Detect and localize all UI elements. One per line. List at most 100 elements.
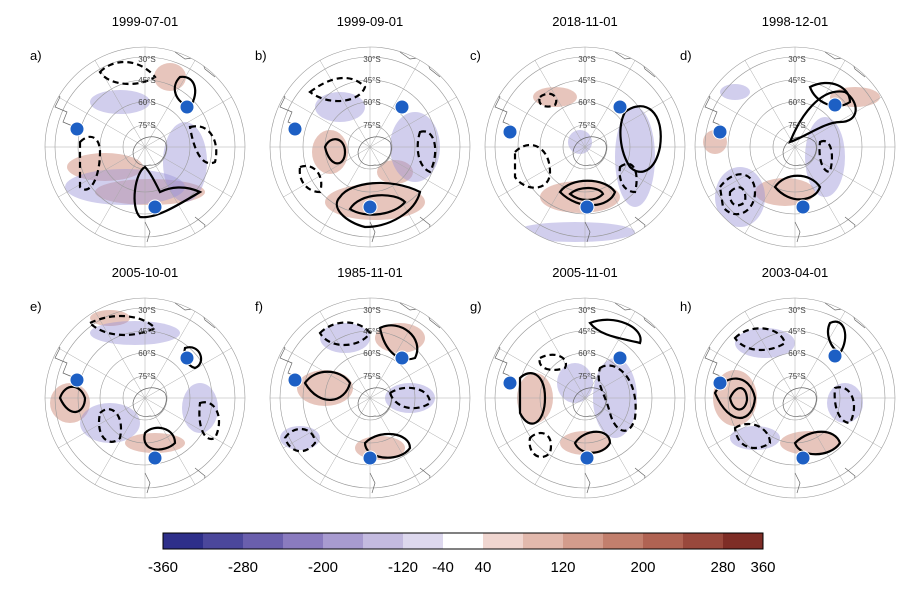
- station-marker: [712, 124, 728, 140]
- coastline: [132, 136, 167, 166]
- latitude-label: 45°S: [788, 76, 805, 85]
- coastline: [794, 221, 801, 243]
- dashed-contour: [513, 143, 552, 189]
- map-boundary: [484, 46, 686, 248]
- dashed-contour: [728, 186, 747, 207]
- colorbar-box: [403, 533, 444, 549]
- panel-title: 1998-12-01: [762, 14, 829, 29]
- colorbar-box: [323, 533, 364, 549]
- latitude-label: 75°S: [788, 372, 805, 381]
- latitude-label: 45°S: [363, 76, 380, 85]
- map-content: [485, 47, 685, 247]
- meridian-line: [708, 96, 882, 198]
- station-marker: [579, 450, 595, 466]
- dashed-contour: [538, 353, 568, 372]
- map-panel-3: 30°S 45°S 60°S 75°S 2018-11-01 c): [470, 14, 686, 248]
- positive-anomaly-shading: [377, 160, 413, 184]
- coastline: [782, 387, 817, 417]
- station-marker: [502, 375, 518, 391]
- station-marker: [712, 375, 728, 391]
- coastline: [144, 472, 151, 494]
- panel-label: g): [470, 299, 482, 314]
- latitude-label: 75°S: [788, 121, 805, 130]
- latitude-label: 45°S: [788, 327, 805, 336]
- latitude-label: 75°S: [363, 121, 380, 130]
- station-marker: [827, 97, 843, 113]
- panel-title: 2018-11-01: [552, 14, 618, 29]
- positive-anomaly-shading: [154, 63, 186, 91]
- coastline: [782, 136, 817, 166]
- latitude-label: 60°S: [578, 349, 595, 358]
- station-marker: [502, 124, 518, 140]
- station-marker: [147, 199, 163, 215]
- dashed-contour: [538, 92, 558, 108]
- coastline: [634, 467, 651, 494]
- colorbar-frame: [162, 532, 764, 550]
- solid-contour: [728, 387, 749, 411]
- meridian-line: [283, 96, 457, 198]
- colorbar-box: [203, 533, 244, 549]
- colorbar-tick-label: 40: [475, 559, 492, 576]
- map-boundary: [44, 46, 246, 248]
- panel-title: 2003-04-01: [762, 265, 829, 280]
- latitude-label: 45°S: [138, 327, 155, 336]
- dashed-contour: [416, 130, 437, 174]
- latitude-label: 75°S: [363, 372, 380, 381]
- coastline: [357, 387, 392, 417]
- negative-anomaly-shading: [720, 84, 750, 100]
- map-content: [270, 298, 470, 498]
- solid-contour: [143, 426, 177, 451]
- station-marker: [287, 121, 303, 137]
- map-panel-8: 30°S 45°S 60°S 75°S 2003-04-01 h): [680, 265, 896, 499]
- station-marker: [612, 99, 628, 115]
- dashed-contour: [88, 314, 157, 337]
- dashed-contour: [733, 422, 772, 450]
- colorbar-tick-label: -200: [308, 559, 338, 576]
- coastline: [274, 86, 301, 128]
- coastline: [699, 337, 726, 379]
- negative-anomaly-shading: [182, 383, 218, 433]
- latitude-label: 30°S: [363, 55, 380, 64]
- negative-anomaly-shading: [735, 328, 795, 358]
- latitude-label: 75°S: [578, 372, 595, 381]
- solid-contour: [619, 105, 662, 173]
- solid-contour: [558, 179, 617, 207]
- coastline: [489, 86, 516, 128]
- station-marker: [362, 450, 378, 466]
- colorbar: -360 -280 -200 -120 -40 40 120 200 280 3…: [148, 532, 776, 576]
- panel-title: 1985-11-01: [337, 265, 403, 280]
- station-marker: [69, 121, 85, 137]
- solid-contour: [348, 194, 407, 216]
- station-marker: [179, 99, 195, 115]
- latitude-label: 30°S: [788, 306, 805, 315]
- meridian-line: [498, 347, 672, 449]
- positive-anomaly-shading: [67, 153, 143, 181]
- positive-anomaly-shading: [533, 87, 577, 107]
- meridian-line: [58, 347, 232, 449]
- meridian-line: [708, 347, 882, 449]
- dashed-contour: [78, 135, 102, 191]
- map-boundary: [694, 297, 896, 499]
- solid-contour: [58, 385, 87, 413]
- dashed-contour: [833, 386, 856, 425]
- station-marker: [579, 199, 595, 215]
- latitude-label: 60°S: [363, 98, 380, 107]
- solid-contour: [588, 318, 642, 345]
- latitude-label: 30°S: [788, 55, 805, 64]
- panel-label: f): [255, 299, 263, 314]
- latitude-label: 75°S: [138, 121, 155, 130]
- negative-anomaly-shading: [163, 122, 207, 202]
- meridian-line: [283, 347, 457, 449]
- latitude-label: 30°S: [578, 306, 595, 315]
- coastline: [419, 216, 436, 243]
- colorbar-boxes: [163, 533, 764, 549]
- colorbar-tick-label: 280: [710, 559, 735, 576]
- negative-anomaly-shading: [805, 117, 845, 197]
- latitude-label: 45°S: [138, 76, 155, 85]
- colorbar-tick-label: 120: [550, 559, 575, 576]
- latitude-label: 60°S: [138, 98, 155, 107]
- coastline: [49, 337, 76, 379]
- coastline: [634, 216, 651, 243]
- colorbar-box: [243, 533, 284, 549]
- solid-contour: [335, 181, 422, 229]
